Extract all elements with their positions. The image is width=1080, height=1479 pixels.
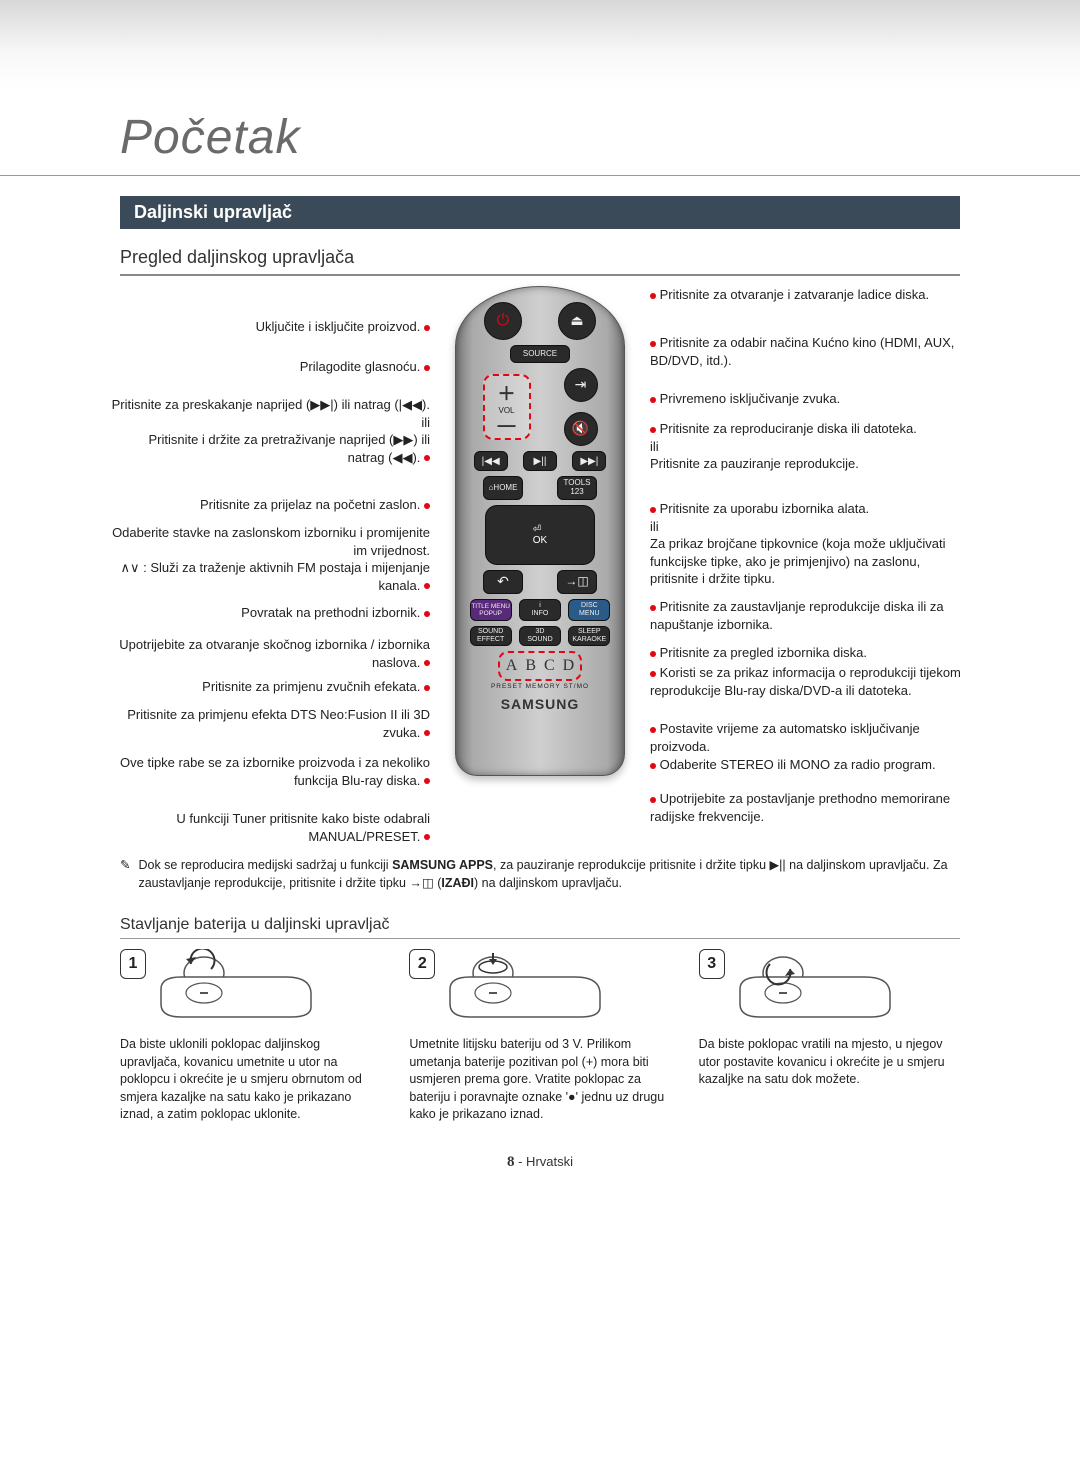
skip-back-icon: |◀◀ <box>474 451 508 471</box>
dpad-ok: ⏎ OK <box>485 505 595 565</box>
brand-label: SAMSUNG <box>466 696 614 712</box>
title-menu-button: TITLE MENU POPUP <box>470 599 512 621</box>
step-text: Umetnite litijsku bateriju od 3 V. Prili… <box>409 1036 670 1124</box>
page-number: 8 <box>507 1154 515 1170</box>
annotation-right: Pritisnite za pregled izbornika diska. <box>650 644 970 662</box>
annotation-right: Koristi se za prikaz informacija o repro… <box>650 664 970 699</box>
sleep-karaoke-button: SLEEP KARAOKE <box>568 626 610 646</box>
section-heading: Daljinski upravljač <box>120 196 960 229</box>
annotation-left: Pritisnite za primjenu efekta DTS Neo:Fu… <box>110 706 430 741</box>
play-pause-icon: ▶|| <box>523 451 557 471</box>
annotation-right: Pritisnite za zaustavljanje reprodukcije… <box>650 598 970 633</box>
volume-minus-icon: — <box>498 415 516 436</box>
annotation-right: Upotrijebite za postavljanje prethodno m… <box>650 790 970 825</box>
note-text: Dok se reproducira medijski sadržaj u fu… <box>138 856 960 892</box>
subheading-overview: Pregled daljinskog upravljača <box>120 241 960 276</box>
tools-button-label: TOOLS 123 <box>557 476 597 500</box>
chapter-title: Početak <box>0 90 1080 176</box>
note-icon: ✎ <box>120 856 130 892</box>
annotation-right: Pritisnite za odabir načina Kućno kino (… <box>650 334 970 369</box>
back-button-icon: ↶ <box>483 570 523 594</box>
step-number: 1 <box>120 949 146 979</box>
color-button-d: D <box>563 657 575 675</box>
battery-step: 3 Da biste poklopac vratili na mjesto, u … <box>699 949 960 1124</box>
step-text: Da biste uklonili poklopac daljinskog up… <box>120 1036 381 1124</box>
annotation-left: Prilagodite glasnoću. <box>110 358 430 376</box>
source-label: SOURCE <box>510 345 570 363</box>
step-illustration <box>445 949 670 1024</box>
step-text: Da biste poklopac vratili na mjesto, u n… <box>699 1036 960 1089</box>
volume-control: ＋ VOL — <box>483 374 531 440</box>
battery-step: 2 Umetnite litijsku bateriju od 3 V. Pril… <box>409 949 670 1124</box>
footnote: ✎ Dok se reproducira medijski sadržaj u … <box>120 856 960 892</box>
color-button-c: C <box>544 657 555 675</box>
volume-plus-icon: ＋ <box>498 380 516 406</box>
annotation-left: Pritisnite za preskakanje naprijed (▶▶|)… <box>110 396 430 466</box>
annotation-left: Uključite i isključite proizvod. <box>110 318 430 336</box>
page-header-gradient <box>0 0 1080 90</box>
step-number: 2 <box>409 949 435 979</box>
annotation-right: Pritisnite za reproduciranje diska ili d… <box>650 420 970 473</box>
annotation-left: Pritisnite za prijelaz na početni zaslon… <box>110 496 430 514</box>
disc-menu-button: DISC MENU <box>568 599 610 621</box>
sound-effect-button: SOUND EFFECT <box>470 626 512 646</box>
step-number: 3 <box>699 949 725 979</box>
annotation-left: Odaberite stavke na zaslonskom izborniku… <box>110 524 430 594</box>
remote-diagram: Uključite i isključite proizvod. Prilago… <box>120 286 960 846</box>
remote-illustration: ⏻ ⏏ SOURCE ＋ VOL — ⇥ 🔇 |◀◀ ▶|| <box>455 286 625 776</box>
skip-forward-icon: ▶▶| <box>572 451 606 471</box>
page-footer: 8 - Hrvatski <box>0 1154 1080 1171</box>
volume-label: VOL <box>498 406 514 415</box>
source-input-icon: ⇥ <box>564 368 598 402</box>
annotation-right: Pritisnite za otvaranje i zatvaranje lad… <box>650 286 970 304</box>
color-button-a: A <box>506 657 518 675</box>
3d-sound-button: 3D SOUND <box>519 626 561 646</box>
annotation-right: Privremeno isključivanje zvuka. <box>650 390 970 408</box>
annotation-left: U funkciji Tuner pritisnite kako biste o… <box>110 810 430 845</box>
mute-icon: 🔇 <box>564 412 598 446</box>
page-language: - Hrvatski <box>518 1154 573 1169</box>
abcd-buttons: A B C D <box>498 651 582 681</box>
annotation-left: Ove tipke rabe se za izbornike proizvoda… <box>110 754 430 789</box>
battery-step: 1 Da biste uklonili poklopac daljinskog u… <box>120 949 381 1124</box>
abcd-sublabel: PRESET MEMORY ST/MO <box>491 683 589 690</box>
eject-icon: ⏏ <box>558 302 596 340</box>
annotation-left: Upotrijebite za otvaranje skočnog izborn… <box>110 636 430 671</box>
annotation-right: Pritisnite za uporabu izbornika alata.il… <box>650 500 970 588</box>
step-illustration <box>735 949 960 1024</box>
color-button-b: B <box>525 657 536 675</box>
battery-steps: 1 Da biste uklonili poklopac daljinskog u… <box>120 949 960 1124</box>
power-icon: ⏻ <box>484 302 522 340</box>
annotation-left: Pritisnite za primjenu zvučnih efekata. <box>110 678 430 696</box>
annotation-right: Postavite vrijeme za automatsko isključi… <box>650 720 970 755</box>
annotation-left: Povratak na prethodni izbornik. <box>110 604 430 622</box>
annotation-right: Odaberite STEREO ili MONO za radio progr… <box>650 756 970 774</box>
exit-button-icon: →◫ <box>557 570 597 594</box>
info-button: i INFO <box>519 599 561 621</box>
subheading-battery: Stavljanje baterija u daljinski upravlja… <box>120 916 960 939</box>
home-button-label: ⌂HOME <box>483 476 523 500</box>
step-illustration <box>156 949 381 1024</box>
